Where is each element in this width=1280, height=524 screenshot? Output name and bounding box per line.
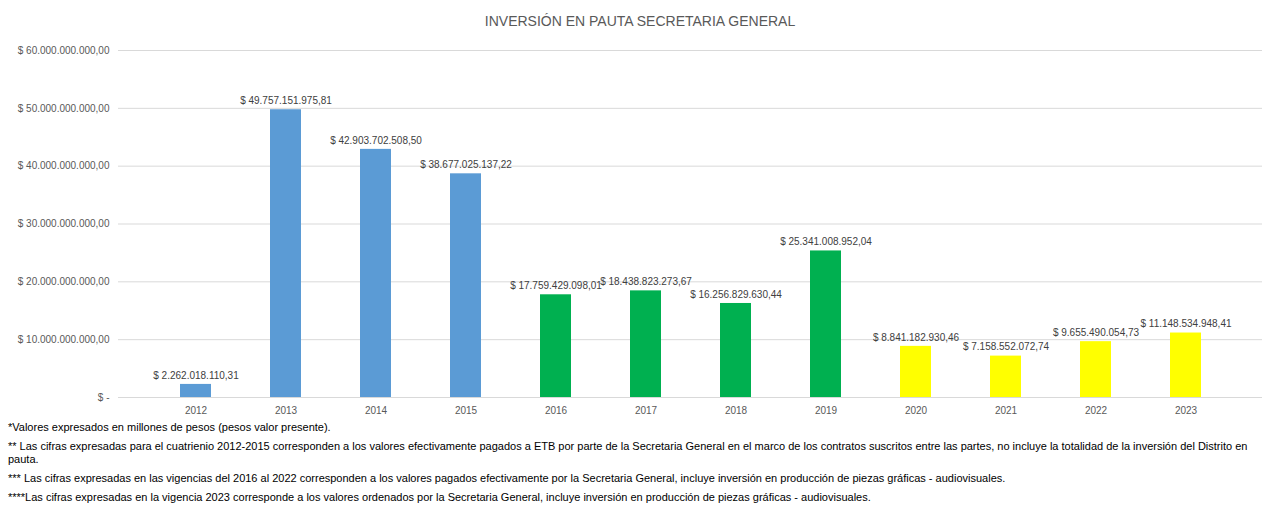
svg-text:2018: 2018	[725, 405, 748, 416]
svg-text:$ 50.000.000.000,00: $ 50.000.000.000,00	[18, 103, 110, 114]
svg-text:$ 38.677.025.137,22: $ 38.677.025.137,22	[420, 159, 512, 170]
svg-text:$ 25.341.008.952,04: $ 25.341.008.952,04	[780, 236, 872, 247]
html-text:** Las cifras expresadas para: ** Las cifras expresadas para el cuatrie…	[8, 440, 1248, 465]
html-text:*** Las cifras expresadas en l: *** Las cifras expresadas en las vigenci…	[8, 472, 1006, 484]
svg-text:2012: 2012	[185, 405, 208, 416]
svg-text:$ 2.262.018.110,31: $ 2.262.018.110,31	[153, 370, 239, 381]
svg-text:2013: 2013	[275, 405, 298, 416]
svg-text:2021: 2021	[995, 405, 1018, 416]
svg-text:2019: 2019	[815, 405, 838, 416]
svg-text:$ 49.757.151.975,81: $ 49.757.151.975,81	[240, 95, 332, 106]
svg-text:$ 18.438.823.273,67: $ 18.438.823.273,67	[600, 276, 692, 287]
svg-text:2016: 2016	[545, 405, 568, 416]
svg-text:$ 8.841.182.930,46: $ 8.841.182.930,46	[873, 332, 960, 343]
html-text:*Valores expresados en millone: *Valores expresados en millones de pesos…	[8, 421, 331, 433]
svg-text:$ 17.759.429.098,01: $ 17.759.429.098,01	[510, 280, 602, 291]
svg-text:2023: 2023	[1175, 405, 1198, 416]
svg-text:$ 7.158.552.072,74: $ 7.158.552.072,74	[963, 341, 1050, 352]
svg-text:$ 30.000.000.000,00: $ 30.000.000.000,00	[18, 218, 110, 229]
svg-text:$ 20.000.000.000,00: $ 20.000.000.000,00	[18, 276, 110, 287]
svg-text:2014: 2014	[365, 405, 388, 416]
svg-text:$ -: $ -	[98, 392, 110, 403]
svg-text:2022: 2022	[1085, 405, 1108, 416]
svg-text:2017: 2017	[635, 405, 658, 416]
svg-text:$ 60.000.000.000,00: $ 60.000.000.000,00	[18, 45, 110, 56]
svg-text:$ 42.903.702.508,50: $ 42.903.702.508,50	[330, 135, 422, 146]
html-text:INVERSIÓN EN PAUTA SECRETARIA: INVERSIÓN EN PAUTA SECRETARIA GENERAL	[484, 13, 796, 29]
html-text:****Las cifras expresadas en l: ****Las cifras expresadas en la vigencia…	[8, 491, 871, 503]
svg-text:$ 9.655.490.054,73: $ 9.655.490.054,73	[1053, 327, 1140, 338]
svg-text:2020: 2020	[905, 405, 928, 416]
svg-text:$ 11.148.534.948,41: $ 11.148.534.948,41	[1140, 318, 1231, 329]
svg-text:$ 16.256.829.630,44: $ 16.256.829.630,44	[690, 289, 782, 300]
svg-text:$ 10.000.000.000,00: $ 10.000.000.000,00	[18, 334, 110, 345]
svg-text:2015: 2015	[455, 405, 478, 416]
svg-text:$ 40.000.000.000,00: $ 40.000.000.000,00	[18, 160, 110, 171]
